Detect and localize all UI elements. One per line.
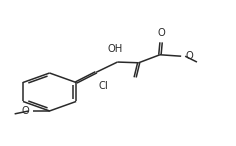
Text: O: O (157, 28, 165, 38)
Text: OH: OH (107, 44, 123, 54)
Text: O: O (185, 51, 193, 61)
Text: O: O (21, 106, 29, 116)
Text: Cl: Cl (98, 81, 108, 91)
